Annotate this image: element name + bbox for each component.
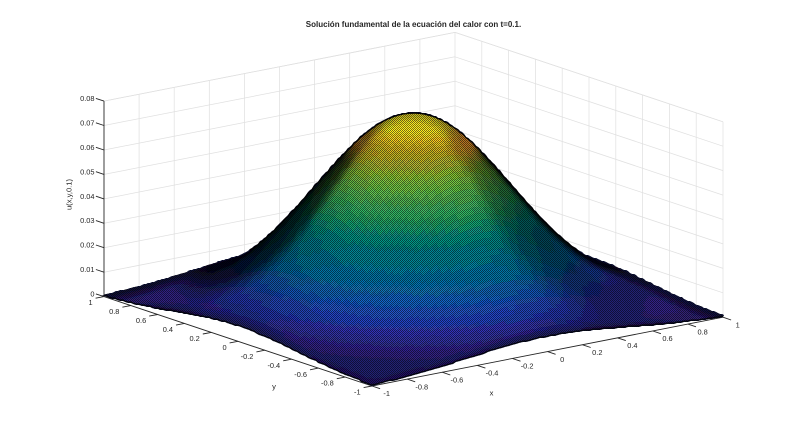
svg-text:u(x,y,0.1): u(x,y,0.1) [65, 178, 74, 210]
svg-text:0.4: 0.4 [627, 341, 637, 350]
svg-text:0.02: 0.02 [80, 241, 94, 250]
svg-text:0.03: 0.03 [80, 216, 94, 225]
svg-text:-0.6: -0.6 [294, 370, 307, 379]
svg-text:Solución fundamental de la ecu: Solución fundamental de la ecuación del … [306, 20, 521, 29]
svg-text:-0.6: -0.6 [451, 376, 464, 385]
svg-text:0.04: 0.04 [80, 192, 94, 201]
svg-text:0: 0 [560, 355, 564, 364]
svg-text:-0.2: -0.2 [241, 352, 254, 361]
svg-text:0.06: 0.06 [80, 143, 94, 152]
svg-text:-0.4: -0.4 [486, 369, 499, 378]
svg-text:0.6: 0.6 [662, 334, 672, 343]
svg-text:0.8: 0.8 [109, 307, 119, 316]
svg-text:0.4: 0.4 [163, 325, 173, 334]
svg-text:-1: -1 [383, 389, 390, 398]
svg-text:0.07: 0.07 [80, 118, 94, 127]
svg-text:0.2: 0.2 [190, 334, 200, 343]
svg-text:-0.4: -0.4 [267, 361, 280, 370]
svg-text:y: y [272, 382, 276, 391]
svg-text:-0.8: -0.8 [321, 379, 334, 388]
svg-text:1: 1 [736, 321, 740, 330]
svg-text:0.08: 0.08 [80, 94, 94, 103]
svg-text:-0.8: -0.8 [415, 382, 428, 391]
svg-text:0.6: 0.6 [136, 316, 146, 325]
svg-text:0.05: 0.05 [80, 167, 94, 176]
svg-text:0.2: 0.2 [592, 348, 602, 357]
svg-text:x: x [490, 389, 494, 398]
svg-text:0: 0 [222, 343, 226, 352]
svg-text:1: 1 [88, 298, 92, 307]
svg-text:0.01: 0.01 [80, 265, 94, 274]
svg-text:-0.2: -0.2 [521, 362, 534, 371]
svg-text:-1: -1 [354, 388, 361, 397]
svg-text:0.8: 0.8 [697, 327, 707, 336]
svg-text:0: 0 [90, 290, 94, 299]
